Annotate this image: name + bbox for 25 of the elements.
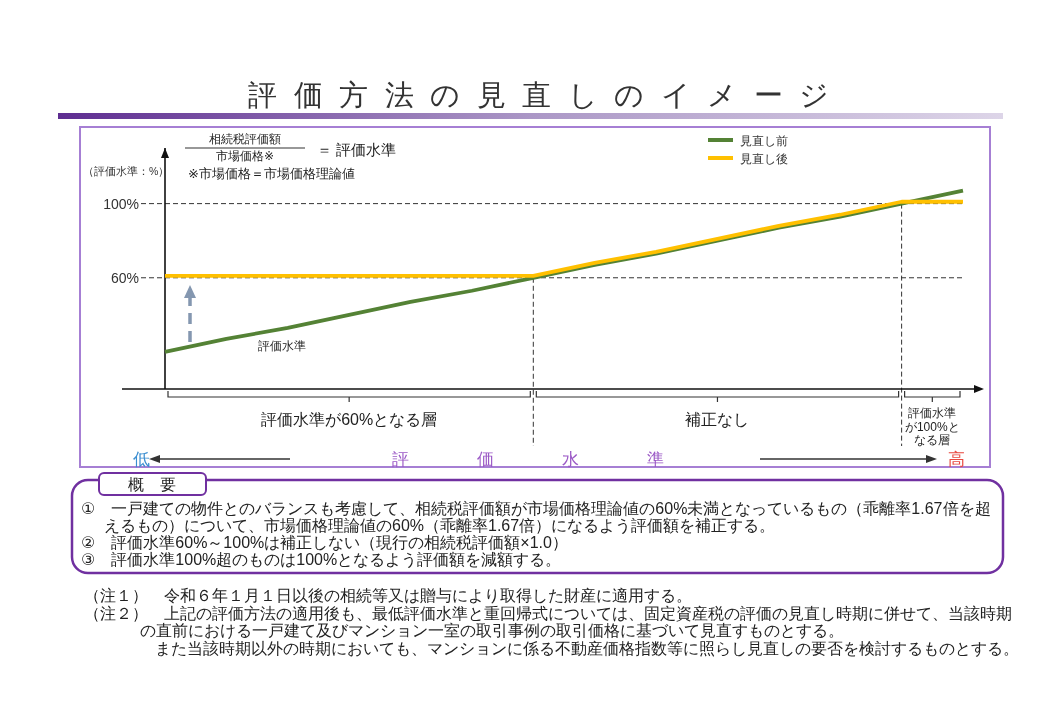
- text: （注２） 上記の評価方法の適用後も、最低評価水準と重回帰式については、固定資産税の評価の見直し時期に併せて、当該時期の直前における一戸建て及びマンション一室の取引事例の取引価格に基づいて見直すものとする。: [84, 604, 1013, 639]
- text: ① 一戸建ての物件とのバランスも考慮して、相続税評価額が市場価格理論値の60%未満となっているもの（乖離率1.67倍を超えるもの）について、市場価格理論値の60%（乖離率1.67倍）になるよう評価額を補正する。: [81, 500, 992, 534]
- text: （注１） 令和６年１月１日以後の相続等又は贈与により取得した財産に適用する。: [84, 587, 693, 605]
- text: また当該時期以外の時期においても、マンションに係る不動産価格指数等に照らし見直しの要否を検討するものとする。: [154, 639, 1020, 657]
- text: 低: [132, 450, 150, 469]
- annotation: 評価水準: [258, 339, 306, 353]
- y-axis-title: （評価水準：%）: [83, 165, 170, 177]
- chart-title: 評価方法の見直しのイメージ: [248, 79, 846, 111]
- text: 評価水準が100%となる層: [903, 406, 961, 448]
- annotation: ※市場価格＝市場価格理論値: [188, 166, 355, 181]
- text: 相続税評価額: [209, 132, 281, 146]
- annotation: ＝ 評価水準: [317, 141, 397, 158]
- text: 高: [947, 450, 965, 469]
- legend-label: 見直し前: [740, 133, 788, 148]
- text: 概 要: [128, 476, 176, 493]
- text: ② 評価水準60%～100%は補正しない（現行の相続税評価額×1.0）: [81, 534, 568, 551]
- x-axis-title: 評価水準: [392, 450, 732, 469]
- y-tick-label: 100%: [103, 195, 139, 212]
- text: 評価水準が60%となる層: [260, 410, 439, 430]
- y-tick-label: 60%: [110, 269, 139, 286]
- annotation: 市場価格※: [215, 149, 275, 163]
- text: ③ 評価水準100%超のものは100%となるよう評価額を減額する。: [81, 551, 563, 568]
- legend-label: 見直し後: [740, 151, 788, 166]
- text: 補正なし: [684, 410, 751, 430]
- line-series: [163, 199, 965, 278]
